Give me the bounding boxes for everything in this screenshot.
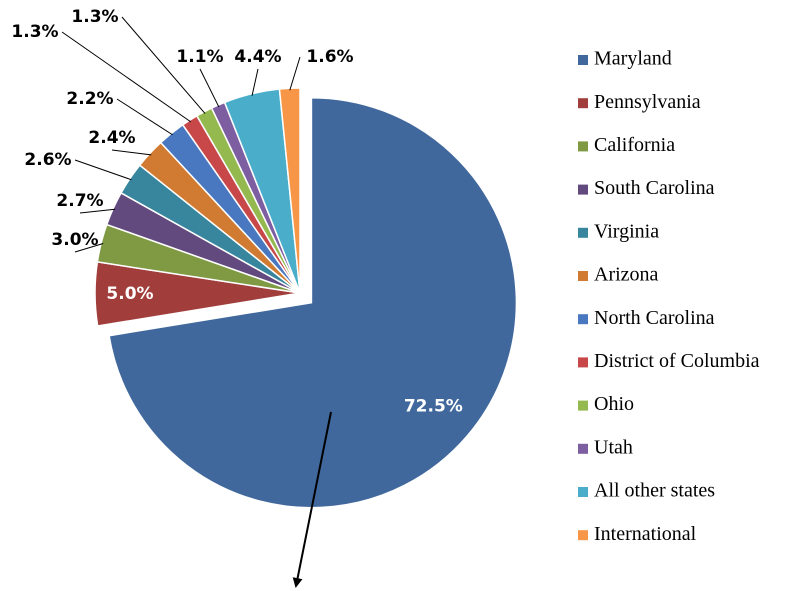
legend-swatch (578, 487, 588, 497)
pie-slice (108, 96, 518, 509)
leader-line (251, 68, 259, 96)
leader-line (74, 243, 104, 253)
leader-line (61, 31, 192, 123)
leader-line (111, 149, 152, 156)
data-label: 1.1% (176, 47, 223, 67)
leader-line (116, 98, 173, 136)
leader-line (74, 159, 132, 181)
legend-label: All other states (594, 480, 715, 502)
legend-swatch (578, 443, 588, 454)
legend-label: South Carolina (594, 177, 715, 199)
pie-slice (278, 87, 301, 294)
legend-swatch (578, 55, 588, 65)
legend-swatch (578, 271, 588, 281)
leader-line (199, 68, 220, 108)
legend-swatch (578, 184, 588, 195)
data-label: 1.3% (71, 7, 118, 27)
leader-line (289, 56, 301, 91)
data-label: 4.4% (234, 47, 281, 67)
legend-label: Maryland (594, 48, 672, 70)
arrow (292, 411, 332, 588)
legend-swatch (578, 400, 588, 411)
leader-line (121, 16, 206, 114)
data-label: 72.5% (404, 396, 463, 416)
leader-line (79, 208, 116, 214)
legend-label: Utah (594, 436, 633, 458)
legend-label: North Carolina (594, 307, 715, 329)
data-label: 3.0% (51, 230, 98, 250)
data-label: 2.4% (88, 128, 135, 148)
legend-label: International (594, 523, 697, 545)
legend-swatch (578, 227, 588, 238)
legend-label: California (594, 134, 675, 156)
legend-label: Pennsylvania (594, 91, 701, 113)
legend-label: Virginia (594, 220, 659, 242)
legend-label: Arizona (594, 264, 659, 286)
data-label: 2.6% (24, 150, 71, 170)
legend-swatch (578, 314, 588, 325)
legend-label: District of Columbia (594, 350, 760, 372)
legend-swatch (578, 98, 588, 109)
data-label: 5.0% (106, 284, 153, 304)
legend-label: Ohio (594, 393, 634, 415)
data-label: 2.7% (56, 191, 103, 211)
data-label: 2.2% (66, 89, 113, 109)
data-label: 1.6% (306, 47, 353, 67)
data-label: 1.3% (11, 22, 58, 42)
legend-swatch (578, 357, 588, 368)
legend-swatch (578, 141, 588, 152)
legend-swatch (578, 530, 588, 541)
